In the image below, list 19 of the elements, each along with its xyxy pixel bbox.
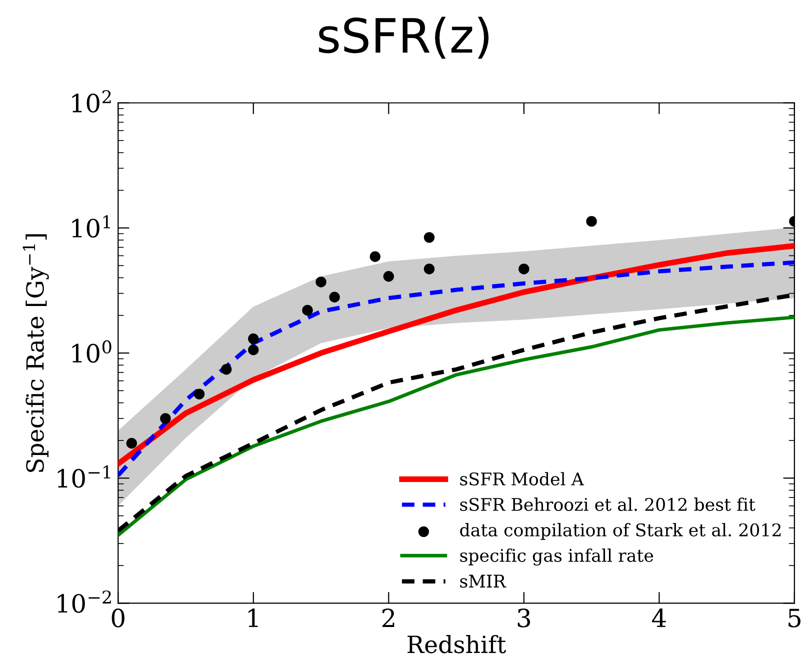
y-axis-title: Specific Rate [Gy$^{−1}$] <box>22 234 49 472</box>
x-tick-label: 1 <box>248 608 258 628</box>
legend-label: sSFR Model A <box>460 472 584 486</box>
x-tick-label: 5 <box>788 608 800 628</box>
y-tick-label: 10$^{−1}$ <box>58 465 110 488</box>
y-tick-label: 10$^{1}$ <box>72 215 110 238</box>
x-tick-label: 0 <box>112 608 124 628</box>
x-tick-label: 4 <box>652 608 666 628</box>
legend-label: sMIR <box>460 574 506 588</box>
legend-label: specific gas infall rate <box>460 548 654 566</box>
y-tick-label: 10$^{0}$ <box>72 340 112 363</box>
x-axis-title: Redshift <box>408 635 506 654</box>
x-tick-label: 2 <box>382 608 394 628</box>
y-tick-label: 10$^{−2}$ <box>58 590 111 613</box>
chart-title: sSFR(z) <box>318 16 489 59</box>
y-tick-label: 10$^{2}$ <box>72 90 111 113</box>
legend-label: data compilation of Stark et al. 2012 <box>460 523 781 540</box>
x-tick-label: 3 <box>518 608 530 628</box>
legend-label: sSFR Behroozi et al. 2012 best fit <box>460 498 756 511</box>
